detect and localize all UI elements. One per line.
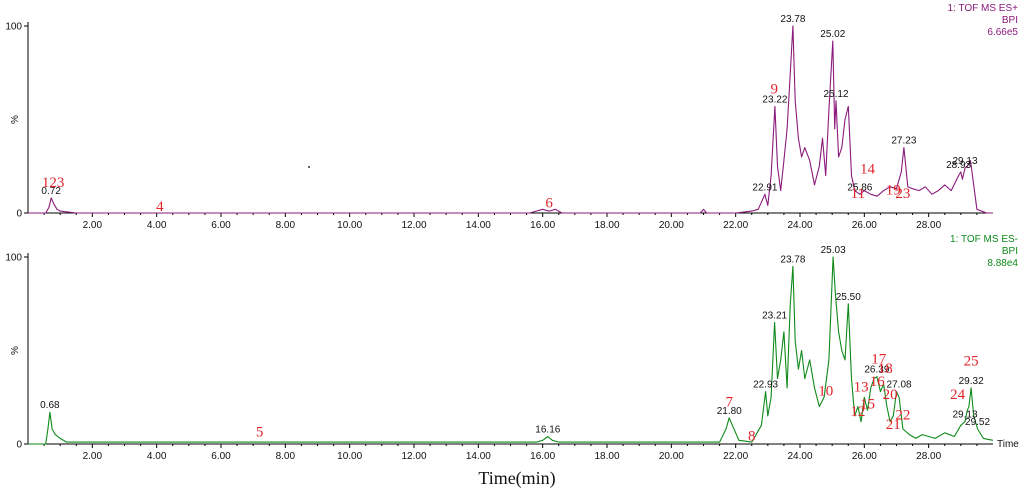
x-tick-label: 8.00 bbox=[276, 451, 296, 462]
compound-number-label: 10 bbox=[818, 383, 833, 399]
peak-label: 22.93 bbox=[753, 380, 778, 391]
x-tick-label: 22.00 bbox=[723, 451, 748, 462]
peak-label: 23.78 bbox=[780, 14, 805, 25]
compound-number-label: 5 bbox=[256, 425, 264, 441]
y-axis-label: % bbox=[10, 346, 21, 355]
compound-number-label: 17 bbox=[871, 352, 887, 368]
x-tick-label: 2.00 bbox=[83, 220, 103, 231]
trace-intensity: 6.66e5 bbox=[987, 27, 1018, 38]
peak-label: 27.23 bbox=[891, 136, 916, 147]
x-tick-label: 26.00 bbox=[852, 451, 877, 462]
compound-number-label: 24 bbox=[950, 387, 966, 403]
chromatogram-trace bbox=[28, 256, 994, 445]
compound-number-label: 6 bbox=[545, 195, 553, 211]
chromatogram-trace bbox=[28, 25, 993, 214]
x-tick-label: 20.00 bbox=[659, 220, 684, 231]
y-tick-label: 100 bbox=[5, 22, 22, 33]
y-tick-label: 0 bbox=[16, 209, 22, 220]
compound-number-label: 14 bbox=[860, 162, 876, 178]
compound-number-label: 19 bbox=[886, 182, 901, 198]
trace-title: 1: TOF MS ES+ bbox=[948, 3, 1019, 14]
y-tick-label: 100 bbox=[5, 253, 22, 264]
x-tick-label: 6.00 bbox=[211, 451, 231, 462]
peak-label: 0.68 bbox=[40, 400, 60, 411]
peak-label: 23.22 bbox=[762, 94, 787, 105]
peak-label: 16.16 bbox=[535, 425, 560, 436]
compound-number-label: 21 bbox=[886, 417, 901, 433]
compound-number-label: 12 bbox=[850, 404, 865, 420]
x-axis-title: Time(min) bbox=[478, 468, 555, 489]
x-tick-label: 10.00 bbox=[337, 220, 362, 231]
chromatogram-panel-negative: 0 100% 2.00 4.00 6.00 8.00 10.00 12.00 14.00 16.0… bbox=[5, 234, 1019, 462]
compound-number-label: 123 bbox=[42, 175, 65, 191]
trace-subtitle: BPI bbox=[1002, 246, 1018, 257]
x-tick-label: 20.00 bbox=[659, 451, 684, 462]
x-tick-label: 16.00 bbox=[530, 451, 555, 462]
peak-label: 23.21 bbox=[762, 310, 787, 321]
peak-label: 25.86 bbox=[847, 182, 872, 193]
stray-point bbox=[308, 166, 310, 168]
peak-label: 28.93 bbox=[946, 160, 971, 171]
x-tick-label: 22.00 bbox=[723, 220, 748, 231]
compound-number-label: 22 bbox=[895, 408, 910, 424]
peak-label: 25.50 bbox=[836, 292, 861, 303]
peak-label: 0.72 bbox=[41, 186, 61, 197]
peak-label: 22.91 bbox=[752, 182, 777, 193]
x-tick-label: 14.00 bbox=[466, 220, 491, 231]
x-tick-label: 26.00 bbox=[852, 220, 877, 231]
peak-label: 29.32 bbox=[959, 376, 984, 387]
trace-intensity: 8.88e4 bbox=[987, 258, 1018, 269]
peak-label: 29.13 bbox=[952, 156, 977, 167]
peak-label: 25.03 bbox=[821, 245, 846, 256]
peak-label: 23.78 bbox=[780, 254, 805, 265]
x-tick-label: 14.00 bbox=[466, 451, 491, 462]
compound-number-label: 23 bbox=[895, 186, 910, 202]
compound-number-label: 18 bbox=[878, 361, 893, 377]
peak-label: 29.52 bbox=[965, 417, 990, 428]
x-tick-label: 28.00 bbox=[916, 451, 941, 462]
peak-label: 27.08 bbox=[887, 380, 912, 391]
peak-label: 26.39 bbox=[864, 365, 889, 376]
trace-title: 1: TOF MS ES- bbox=[950, 234, 1018, 245]
compound-number-label: 8 bbox=[748, 428, 756, 444]
chromatogram-panel-positive: 0 100% 2.00 4.00 6.00 8.00 10.00 12.00 14.00 16.0… bbox=[5, 3, 1018, 231]
peak-label: 25.02 bbox=[820, 29, 845, 40]
compound-number-label: 7 bbox=[725, 395, 733, 411]
compound-number-label: 11 bbox=[851, 186, 865, 202]
peak-label: 25.12 bbox=[824, 89, 849, 100]
x-tick-label: 24.00 bbox=[787, 220, 812, 231]
y-axis-label: % bbox=[10, 115, 21, 124]
compound-number-label: 13 bbox=[854, 380, 869, 396]
x-tick-label: 12.00 bbox=[401, 451, 426, 462]
compound-number-label: 4 bbox=[156, 199, 164, 215]
x-tick-label: 28.00 bbox=[916, 220, 941, 231]
compound-number-label: 16 bbox=[870, 374, 886, 390]
x-tick-label: 18.00 bbox=[594, 220, 619, 231]
compound-number-label: 25 bbox=[964, 353, 979, 369]
y-tick-label: 0 bbox=[16, 440, 22, 451]
x-tick-label: 6.00 bbox=[211, 220, 231, 231]
x-tick-label: 4.00 bbox=[147, 451, 167, 462]
x-tick-label: 10.00 bbox=[337, 451, 362, 462]
trace-subtitle: BPI bbox=[1002, 15, 1018, 26]
x-tick-label: 12.00 bbox=[401, 220, 426, 231]
peak-label: 29.13 bbox=[952, 410, 977, 421]
x-tick-label: 24.00 bbox=[787, 451, 812, 462]
compound-number-label: 15 bbox=[860, 396, 875, 412]
x-axis-unit-label: Time bbox=[997, 439, 1019, 450]
x-tick-label: 18.00 bbox=[594, 451, 619, 462]
x-tick-label: 8.00 bbox=[276, 220, 296, 231]
x-tick-label: 16.00 bbox=[530, 220, 555, 231]
x-tick-label: 2.00 bbox=[83, 451, 103, 462]
x-tick-label: 4.00 bbox=[147, 220, 167, 231]
compound-number-label: 9 bbox=[771, 81, 779, 97]
peak-label: 21.80 bbox=[717, 406, 742, 417]
compound-number-label: 20 bbox=[883, 387, 898, 403]
